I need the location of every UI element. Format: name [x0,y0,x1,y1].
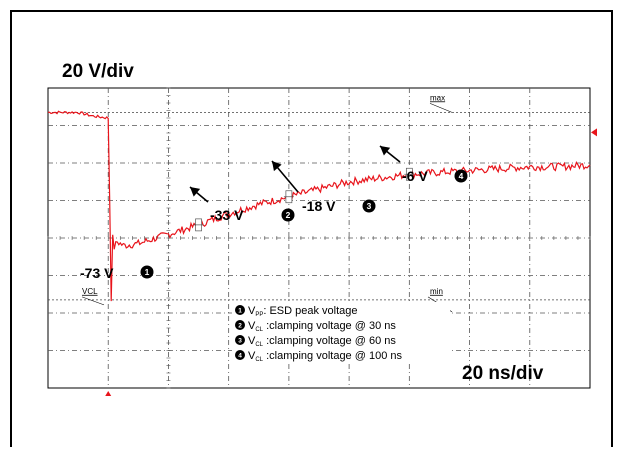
number-badge [235,305,245,315]
number-badge-text: 1 [238,307,242,314]
number-badge [235,350,245,360]
number-badge [362,199,376,213]
number-badge-text: 3 [367,201,372,211]
number-badge-text: 3 [238,337,242,344]
arrow-head [190,187,201,197]
number-badge-text: 4 [459,171,464,181]
level-marker [591,128,597,137]
legend-entry: VCL :clamping voltage @ 100 ns [248,350,402,363]
legend-entry: VPP: ESD peak voltage [248,305,358,318]
number-badge [235,320,245,330]
number-badge [454,169,468,183]
legend: 1 VPP: ESD peak voltage 2 VCL :clamping vol… [232,302,450,364]
vcl-label: VCL [82,287,98,296]
trace-line [47,110,591,302]
number-badge-text: 1 [145,267,150,277]
number-badge [281,208,295,222]
value-label: -6 V [402,168,428,184]
number-badge-text: 2 [238,322,242,329]
trace [47,110,591,302]
volts-per-div-label: 20 V/div [62,61,134,82]
legend-entry: VCL :clamping voltage @ 30 ns [248,320,396,333]
number-badge-text: 4 [238,352,242,359]
number-badge [235,335,245,345]
trigger-marker [105,391,112,396]
figure-frame [10,10,613,447]
arrow-head [272,161,282,172]
arrow-head [380,146,391,156]
max-label: max [430,93,445,102]
measurement-markers: -73 V 1 -33 V 2 -18 V 3 -6 V 4 [80,145,468,281]
legend-entry: VCL :clamping voltage @ 60 ns [248,335,396,348]
value-label: -73 V [80,265,114,281]
min-label: min [430,287,443,296]
value-label: -33 V [210,207,244,223]
vcl-leader [81,296,105,306]
number-badge [140,265,154,279]
labels: 20 V/div 20 ns/div [62,61,544,384]
legend-background [232,302,450,364]
value-label: -18 V [302,198,336,214]
max-leader [429,103,453,113]
time-per-div-label: 20 ns/div [462,363,544,384]
number-badge-text: 2 [286,210,291,220]
